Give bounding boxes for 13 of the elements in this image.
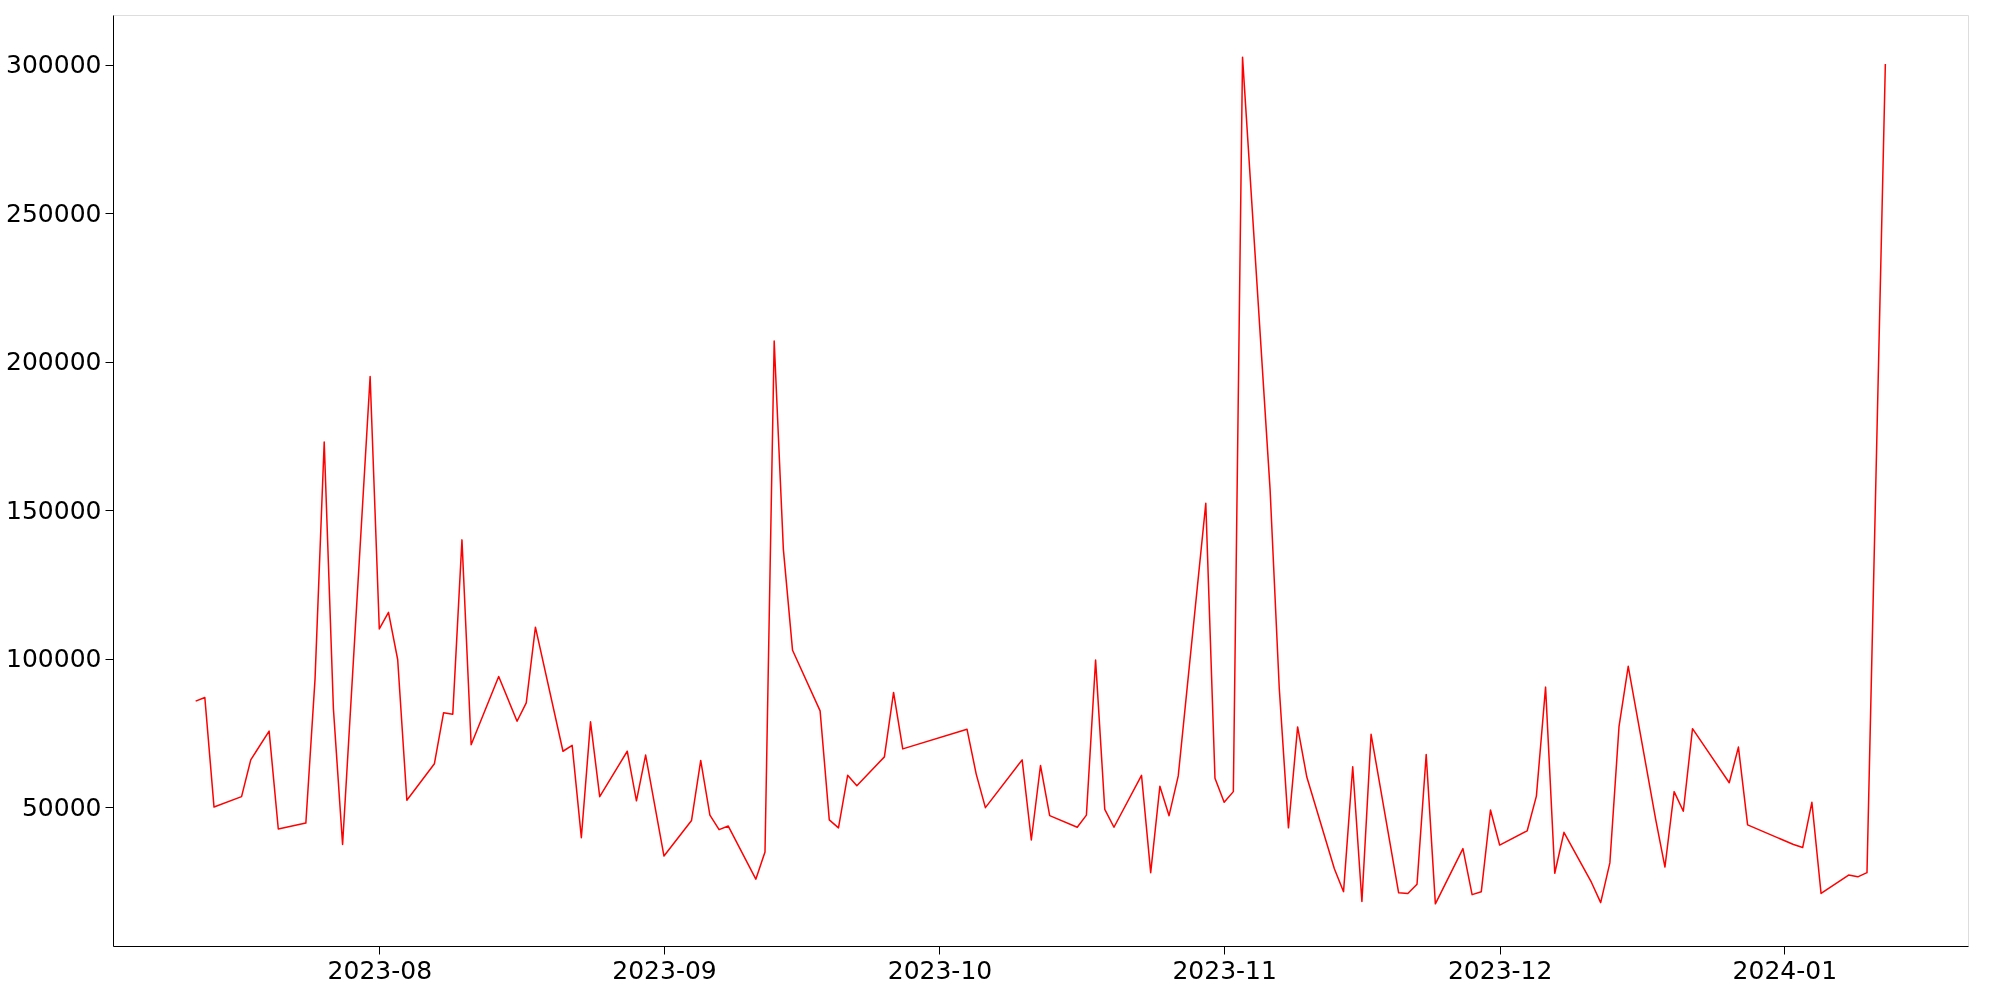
y-tick-label: 100000 (6, 644, 102, 674)
line-series (194, 56, 1887, 905)
x-tick-label: 2023-11 (1172, 955, 1277, 985)
x-tick-label: 2023-08 (327, 955, 433, 985)
y-tick-label: 300000 (6, 50, 102, 80)
x-tick-label: 2023-12 (1447, 955, 1553, 985)
x-tick-label: 2023-09 (612, 955, 717, 985)
y-tick-label: 150000 (6, 495, 102, 525)
x-tick-label: 2024-01 (1732, 955, 1838, 985)
y-tick-label: 200000 (6, 347, 102, 377)
y-tick-label: 250000 (6, 198, 102, 228)
x-tick-label: 2023-10 (887, 955, 993, 985)
y-tick-label: 50000 (21, 792, 102, 822)
